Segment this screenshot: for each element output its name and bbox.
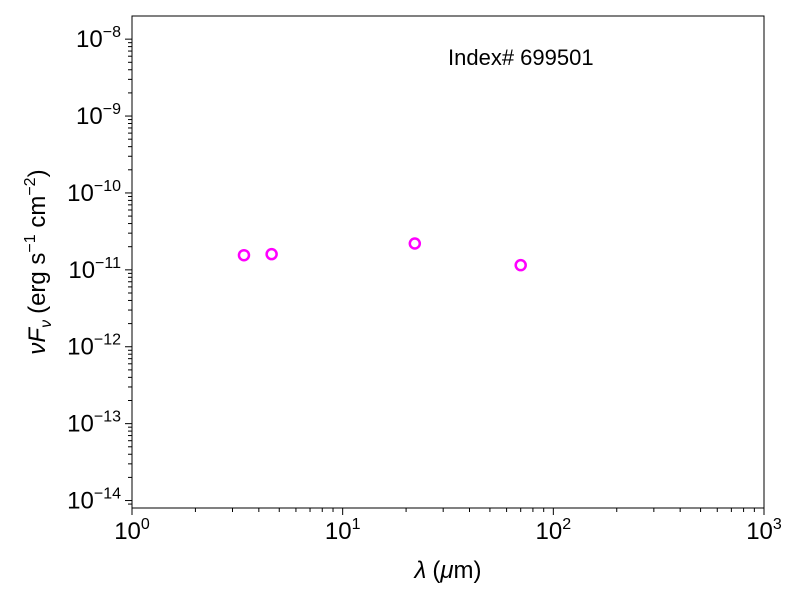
y-tick-base: 10 [67, 411, 94, 438]
plot-frame [131, 15, 765, 509]
y-tick-label: 10−9 [76, 101, 121, 130]
x-tick-base: 10 [325, 518, 352, 545]
y-tick-label: 10−8 [76, 24, 121, 53]
x-axis-label-symbol: λ [413, 557, 427, 584]
y-axis-label: νFν (erg s−1 cm−2) [22, 169, 55, 354]
y-tick-base: 10 [67, 334, 94, 361]
data-point [408, 237, 422, 250]
y-tick-exp: −10 [94, 178, 121, 195]
data-point [514, 258, 527, 272]
y-tick-base: 10 [76, 103, 103, 130]
y-tick-label: 10−11 [68, 255, 121, 284]
y-axis-label-sub: ν [38, 320, 55, 328]
major-ticks [125, 38, 765, 515]
x-tick-exp: 2 [562, 516, 571, 533]
minor-ticks [128, 42, 755, 512]
y-tick-exp: −12 [94, 332, 121, 349]
y-tick-label: 10−14 [67, 486, 121, 515]
y-tick-base: 10 [67, 180, 94, 207]
y-tick-label: 10−13 [67, 409, 121, 438]
x-axis-label: λ (μm) [413, 557, 482, 584]
x-tick-exp: 1 [352, 516, 361, 533]
y-axis-label-unit-end: ) [24, 169, 51, 177]
y-axis-label-f: F [24, 327, 51, 343]
y-tick-exp: −9 [103, 101, 121, 118]
index-annotation: Index# 699501 [448, 45, 594, 70]
y-tick-base: 10 [76, 26, 103, 53]
y-tick-exp: −13 [94, 409, 121, 426]
x-tick-exp: 3 [773, 516, 782, 533]
y-tick-base: 10 [68, 257, 95, 284]
x-tick-base: 10 [746, 518, 773, 545]
y-tick-base: 10 [67, 488, 94, 515]
x-tick-exp: 0 [141, 516, 150, 533]
y-tick-label: 10−12 [67, 332, 121, 361]
y-axis-label-unit-mid: cm [24, 196, 51, 235]
y-axis-label-nu: ν [24, 343, 51, 355]
x-axis-label-mu: μ [439, 557, 453, 584]
y-tick-exp: −11 [95, 255, 121, 272]
data-point [237, 248, 251, 262]
x-tick-label: 103 [746, 516, 782, 545]
y-tick-exp: −14 [94, 486, 121, 503]
x-tick-labels: 100 101 102 103 [114, 516, 782, 545]
x-tick-label: 101 [325, 516, 361, 545]
data-point [265, 247, 278, 261]
y-tick-exp: −8 [103, 24, 121, 41]
x-tick-label: 102 [536, 516, 572, 545]
x-tick-label: 100 [114, 516, 150, 545]
x-axis-label-open: ( [432, 557, 440, 584]
x-tick-base: 10 [114, 518, 141, 545]
y-axis-label-exp1: −1 [22, 234, 39, 252]
y-axis-label-exp2: −2 [22, 177, 39, 195]
x-axis-label-rest: m) [453, 557, 481, 584]
y-axis-label-unit-main: (erg s [24, 253, 51, 314]
data-points [237, 237, 527, 272]
y-tick-label: 10−10 [67, 178, 121, 207]
x-tick-base: 10 [536, 518, 563, 545]
